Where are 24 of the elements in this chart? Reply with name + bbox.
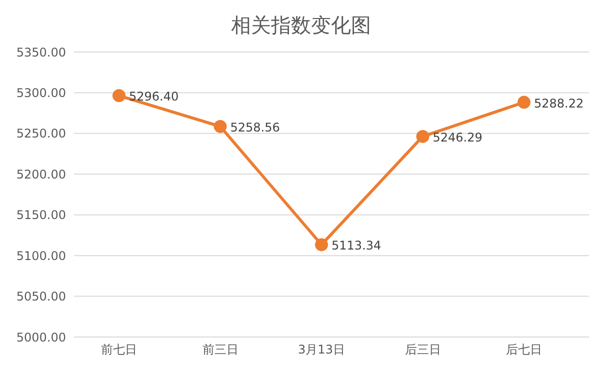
point: [112, 89, 126, 102]
y-tick-label: 5150.00: [16, 208, 66, 222]
y-tick-label: 5350.00: [16, 45, 66, 60]
y-tick-label: 5050.00: [16, 290, 66, 304]
point: [315, 238, 328, 252]
point: [518, 96, 530, 109]
point: [416, 130, 430, 143]
x-tick-label: 后七日: [506, 342, 542, 357]
x-tick-label: 前七日: [101, 342, 137, 357]
data-label: 5246.29: [432, 130, 482, 144]
y-tick-label: 5000.00: [16, 330, 66, 344]
x-tick-label: 3月13日: [298, 342, 345, 357]
y-tick-label: 5250.00: [16, 126, 66, 141]
y-tick-label: 5300.00: [16, 86, 66, 100]
x-tick-label: 后三日: [404, 342, 441, 357]
x-tick-label: 前三日: [202, 342, 238, 357]
chart-title: 相关指数变化图: [230, 12, 372, 39]
y-tick-label: 5100.00: [16, 248, 66, 263]
data-label: 5258.56: [230, 120, 280, 134]
data-label: 5296.40: [129, 90, 179, 104]
data-label: 5288.22: [534, 96, 584, 110]
y-tick-label: 5200.00: [16, 167, 66, 182]
data-label: 5113.34: [332, 238, 382, 253]
point: [214, 120, 227, 133]
